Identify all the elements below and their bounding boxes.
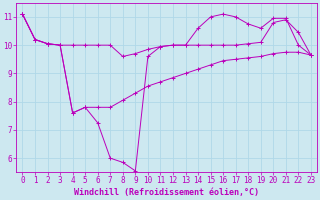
X-axis label: Windchill (Refroidissement éolien,°C): Windchill (Refroidissement éolien,°C) — [74, 188, 259, 197]
